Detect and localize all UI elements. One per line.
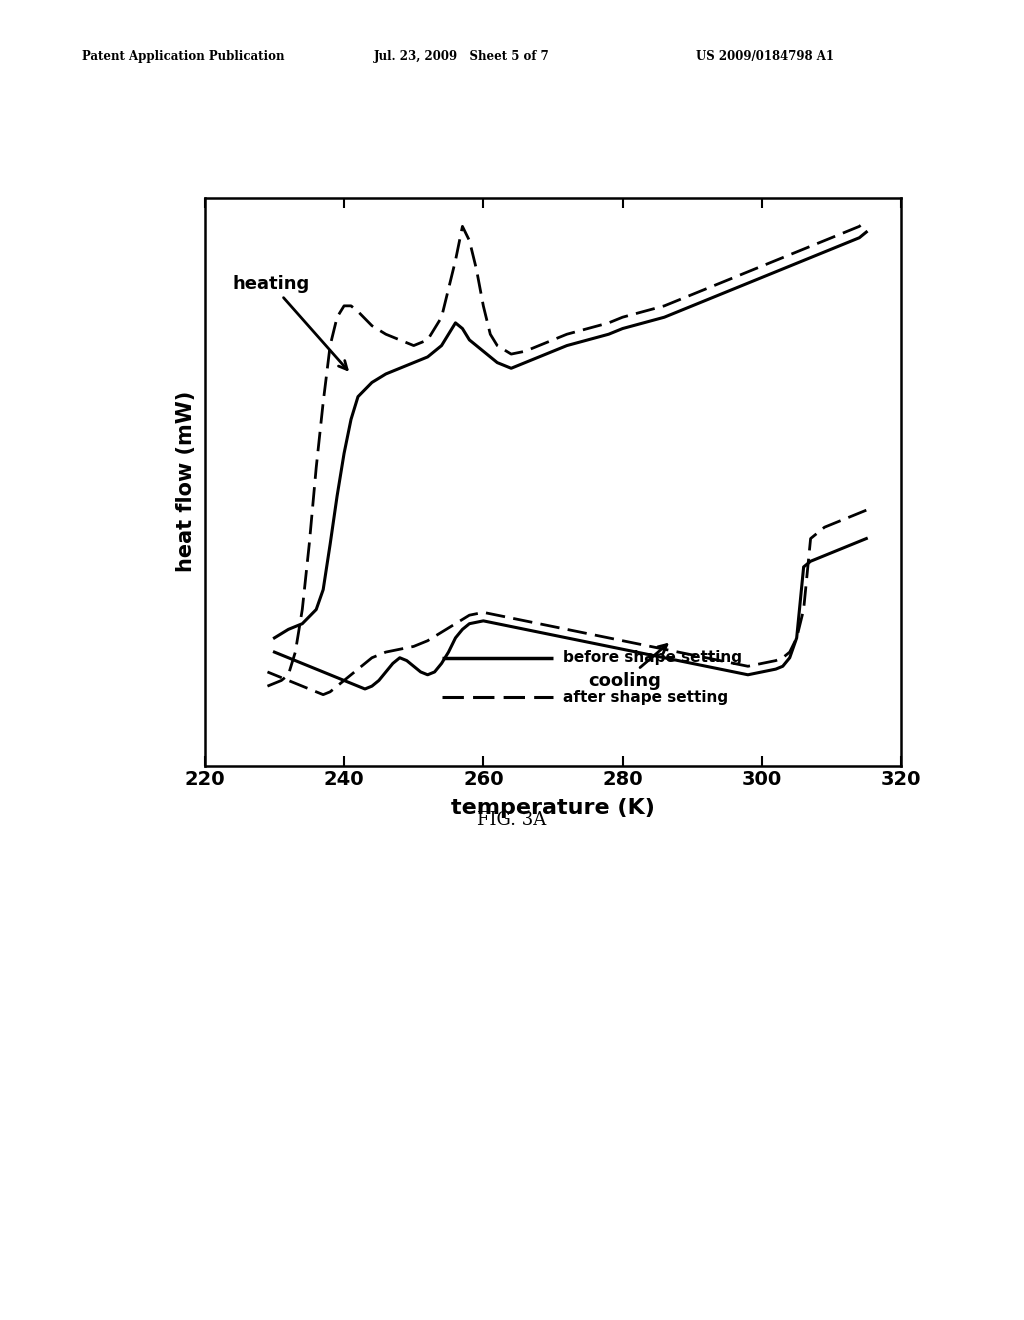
Text: cooling: cooling	[588, 644, 667, 690]
Text: before shape setting: before shape setting	[563, 651, 742, 665]
Text: Jul. 23, 2009   Sheet 5 of 7: Jul. 23, 2009 Sheet 5 of 7	[374, 50, 550, 63]
X-axis label: temperature (K): temperature (K)	[451, 797, 655, 818]
Text: US 2009/0184798 A1: US 2009/0184798 A1	[696, 50, 835, 63]
Text: FIG. 3A: FIG. 3A	[477, 810, 547, 829]
Y-axis label: heat flow (mW): heat flow (mW)	[176, 391, 197, 573]
Text: heating: heating	[232, 275, 347, 370]
Text: after shape setting: after shape setting	[563, 690, 728, 705]
Text: Patent Application Publication: Patent Application Publication	[82, 50, 285, 63]
